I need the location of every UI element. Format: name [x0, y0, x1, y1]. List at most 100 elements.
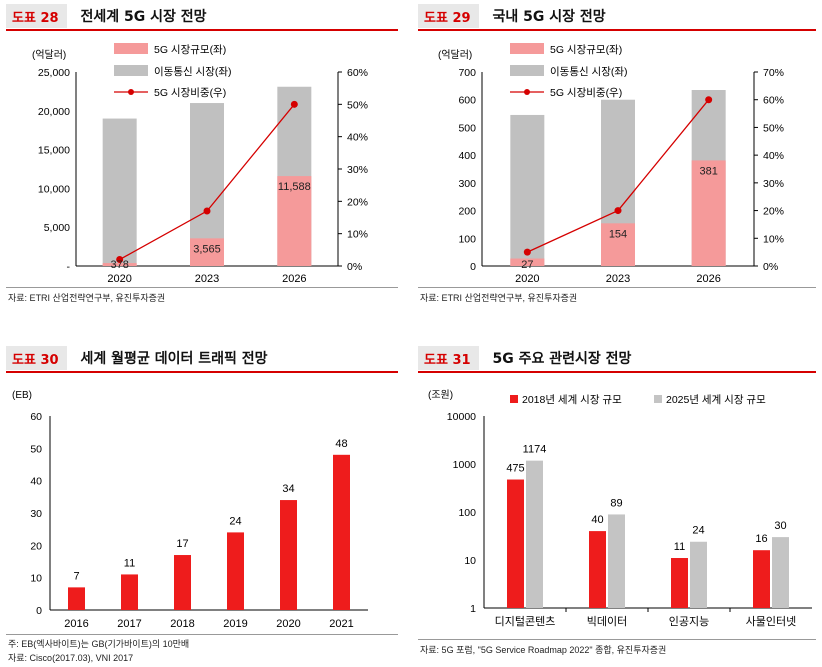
- y-tick-label: 10000: [447, 411, 476, 423]
- y-tick-label: 50: [30, 443, 42, 455]
- legend-marker-share: [524, 89, 530, 95]
- x-tick-label: 빅데이터: [587, 615, 627, 628]
- panel-number: 도표 30: [6, 346, 67, 370]
- bar-2025: [772, 537, 789, 608]
- y-right-tick-label: 40%: [347, 132, 368, 144]
- y-tick-label: 0: [36, 605, 42, 617]
- panel-28: 도표 28 전세계 5G 시장 전망 (억달러) - 5,000 10,000 15,0…: [6, 4, 404, 304]
- x-tick-label: 2021: [329, 618, 353, 630]
- y-left-tick-label: 25,000: [38, 67, 70, 79]
- y-axis-unit: (조원): [428, 389, 453, 401]
- bar-5g-market: [190, 238, 224, 266]
- line-5g-share-point: [614, 207, 622, 215]
- header-rule: [6, 29, 398, 31]
- y-left-tick-label: 100: [458, 233, 476, 245]
- header-rule: [6, 371, 398, 373]
- y-right-tick-label: 30%: [347, 164, 368, 176]
- bar-traffic: [280, 500, 297, 610]
- x-tick-label: 2026: [282, 273, 306, 285]
- x-tick-label: 사물인터넷: [746, 615, 797, 628]
- note-text: 주: EB(엑사바이트)는 GB(기가바이트)의 10만배: [8, 639, 190, 649]
- y-left-tick-label: 200: [458, 206, 476, 218]
- header-rule: [418, 29, 816, 31]
- x-tick-label: 2016: [64, 618, 88, 630]
- y-right-tick-label: 60%: [763, 95, 784, 107]
- bar-2018: [507, 479, 524, 608]
- chart-svg: (억달러) - 5,000 10,000 15,000 20,000 25,000 0% 10%…: [32, 43, 368, 285]
- chart-svg: (EB) 0 10 20 30 40 50 60 7 2016 11 2017 17 2018 24 2019…: [12, 390, 368, 630]
- data-label-2018: 475: [506, 463, 524, 475]
- data-label-2018: 16: [755, 533, 767, 545]
- y-left-tick-label: 10,000: [38, 183, 70, 195]
- legend-label: 2025년 세계 시장 규모: [666, 394, 766, 406]
- bar-traffic: [333, 454, 350, 610]
- x-tick-label: 인공지능: [669, 615, 709, 628]
- source-text: 자료: ETRI 산업전략연구부, 유진투자증권: [420, 293, 578, 303]
- data-label-2025: 24: [692, 525, 704, 537]
- header-rule: [418, 371, 816, 373]
- bar-traffic: [68, 587, 85, 610]
- bar-traffic: [174, 555, 191, 610]
- y-axis-unit: (EB): [12, 390, 32, 401]
- y-right-tick-label: 0%: [347, 261, 362, 273]
- y-right-tick-label: 20%: [347, 196, 368, 208]
- x-tick-label: 2026: [696, 273, 720, 285]
- data-label-2025: 30: [774, 520, 786, 532]
- data-label: 7: [73, 570, 79, 582]
- line-5g-share-point: [116, 256, 124, 264]
- y-right-tick-label: 0%: [763, 261, 778, 273]
- bar-5g-market: [277, 176, 312, 266]
- source-divider: [6, 634, 398, 635]
- data-label: 34: [282, 483, 294, 495]
- panel-header: 도표 31 5G 주요 관련시장 전망: [418, 346, 631, 370]
- x-tick-label: 디지털콘텐츠: [495, 615, 556, 628]
- data-label: 17: [176, 538, 188, 550]
- panel-header: 도표 30 세계 월평균 데이터 트래픽 전망: [6, 346, 267, 370]
- data-label-2025: 1174: [523, 444, 547, 456]
- legend-swatch-2018: [510, 395, 518, 403]
- legend-label: 5G 시장규모(좌): [154, 44, 226, 56]
- legend-label: 5G 시장규모(좌): [550, 44, 622, 56]
- y-tick-label: 10: [464, 555, 476, 567]
- legend-label: 5G 시장비중(우): [550, 87, 622, 99]
- y-right-tick-label: 10%: [763, 233, 784, 245]
- data-label-2018: 11: [674, 541, 685, 553]
- y-left-tick-label: 700: [458, 67, 476, 79]
- y-right-tick-label: 50%: [347, 99, 368, 111]
- y-left-tick-label: 500: [458, 122, 476, 134]
- y-axis-unit: (억달러): [32, 49, 66, 61]
- legend-swatch-mobile: [114, 65, 148, 76]
- bar-2025: [608, 514, 625, 608]
- y-tick-label: 1: [470, 603, 476, 615]
- panel-number: 도표 29: [418, 4, 479, 28]
- data-label-5g: 154: [609, 228, 627, 240]
- panel-31: 도표 31 5G 주요 관련시장 전망 (조원) 1 10 100 1000 10000 4…: [418, 346, 816, 666]
- x-tick-label: 2020: [276, 618, 300, 630]
- x-tick-label: 2020: [515, 273, 539, 285]
- y-left-tick-label: 0: [470, 261, 476, 273]
- legend-swatch-5g: [114, 43, 148, 54]
- panel-number: 도표 28: [6, 4, 67, 28]
- data-label: 48: [335, 438, 347, 450]
- panel-header: 도표 29 국내 5G 시장 전망: [418, 4, 606, 28]
- y-right-tick-label: 70%: [763, 67, 784, 79]
- line-5g-share-point: [523, 248, 531, 256]
- x-tick-label: 2017: [117, 618, 141, 630]
- bar-traffic: [121, 574, 138, 610]
- line-5g-share-point: [705, 96, 713, 104]
- legend-marker-share: [128, 89, 134, 95]
- bar-mobile-market: [510, 114, 545, 266]
- panel-30: 도표 30 세계 월평균 데이터 트래픽 전망 (EB) 0 10 20 30 40 50 6…: [6, 346, 404, 666]
- data-label-2018: 40: [591, 514, 603, 526]
- y-right-tick-label: 10%: [347, 229, 368, 241]
- source-divider: [418, 287, 816, 288]
- y-left-tick-label: 600: [458, 95, 476, 107]
- bar-2025: [690, 541, 707, 608]
- chart-svg: (억달러) 0 100 200 300 400 500 600 700 0% 10% 20% 30% 40…: [438, 43, 784, 285]
- panel-title: 국내 5G 시장 전망: [492, 9, 606, 25]
- data-label-5g: 378: [110, 259, 128, 271]
- source-text: 자료: Cisco(2017.03), VNI 2017: [8, 653, 134, 663]
- y-right-tick-label: 20%: [763, 206, 784, 218]
- y-tick-label: 40: [30, 476, 42, 488]
- y-tick-label: 60: [30, 411, 42, 423]
